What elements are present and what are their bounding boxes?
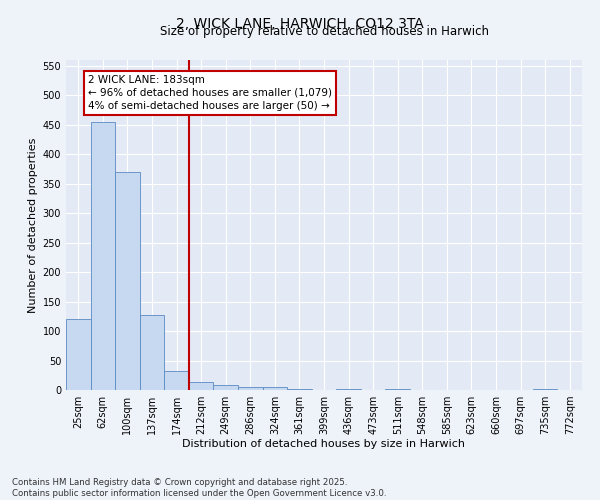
Bar	[189, 382, 214, 390]
Bar	[238, 387, 263, 390]
Bar	[66, 320, 91, 390]
Bar	[115, 172, 140, 390]
Bar	[91, 122, 115, 390]
Text: 2, WICK LANE, HARWICH, CO12 3TA: 2, WICK LANE, HARWICH, CO12 3TA	[176, 18, 424, 32]
Bar	[140, 314, 164, 390]
Y-axis label: Number of detached properties: Number of detached properties	[28, 138, 38, 312]
Title: Size of property relative to detached houses in Harwich: Size of property relative to detached ho…	[160, 25, 488, 38]
Bar	[164, 370, 189, 390]
Text: Contains HM Land Registry data © Crown copyright and database right 2025.
Contai: Contains HM Land Registry data © Crown c…	[12, 478, 386, 498]
X-axis label: Distribution of detached houses by size in Harwich: Distribution of detached houses by size …	[182, 438, 466, 448]
Text: 2 WICK LANE: 183sqm
← 96% of detached houses are smaller (1,079)
4% of semi-deta: 2 WICK LANE: 183sqm ← 96% of detached ho…	[88, 74, 332, 111]
Bar	[214, 386, 238, 390]
Bar	[263, 387, 287, 390]
